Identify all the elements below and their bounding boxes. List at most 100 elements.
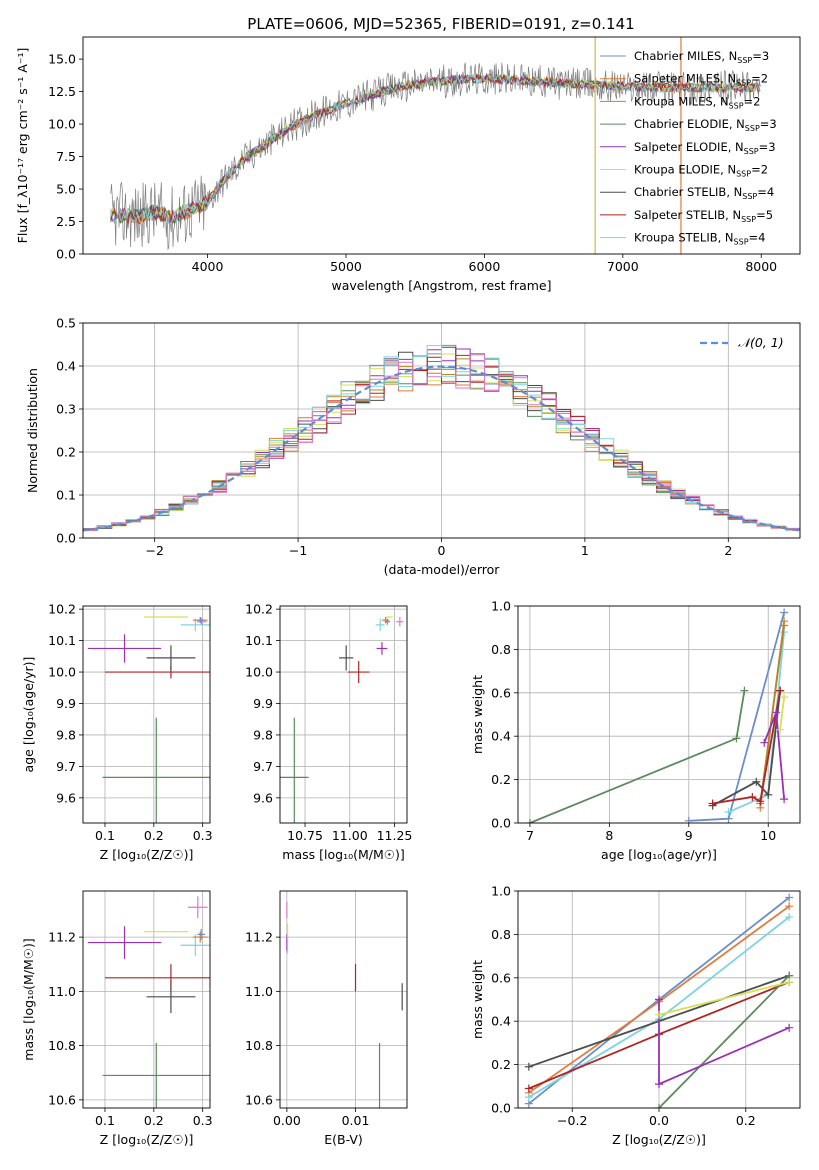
massweight-point xyxy=(684,816,693,823)
massweight-point xyxy=(752,777,761,786)
massweight-point xyxy=(524,1062,533,1071)
tick-label-x: 0.3 xyxy=(193,828,213,843)
tick-label-x: 0.3 xyxy=(193,1113,213,1128)
tick-label-x: 7000 xyxy=(607,259,639,274)
tick-label-y: 0.6 xyxy=(491,970,511,985)
tick-label-y: 0.4 xyxy=(56,359,76,374)
tick-label-x: 0.1 xyxy=(95,828,115,843)
tick-label-x: 8000 xyxy=(745,259,777,274)
massweight-point xyxy=(732,734,741,743)
tick-label-x: 2 xyxy=(724,543,732,558)
tick-label-y: 0.8 xyxy=(491,642,511,657)
tick-label-y: 10.8 xyxy=(245,1038,273,1053)
tick-label-y: 10.8 xyxy=(48,1038,76,1053)
tick-label-y: 0.3 xyxy=(56,402,76,417)
plot-area xyxy=(280,616,404,823)
panel-spectrum: 4000 5000 6000 7000 8000 0.0 2.5 5.0 7.5 10.0 12.5… xyxy=(15,36,801,293)
legend-entry: Kroupa ELODIE, NSSP=2 xyxy=(634,163,768,179)
tick-label-y: 1.0 xyxy=(491,599,511,614)
tick-label-y: 0.4 xyxy=(491,729,511,744)
y-axis-label: mass [log₁₀(M/M☉)] xyxy=(21,938,36,1060)
tick-label-y: 0.2 xyxy=(56,445,76,460)
massweight-point xyxy=(780,621,789,630)
tick-label-x: 0 xyxy=(438,543,446,558)
massweight-point xyxy=(780,795,789,804)
tick-label-y: 15.0 xyxy=(48,52,76,67)
massweight-point xyxy=(655,995,663,1004)
axes-frame xyxy=(279,890,408,1109)
tick-label-y: 10.0 xyxy=(245,665,273,680)
massweight-point xyxy=(708,799,717,808)
y-axis-label: Flux [f_λ10⁻¹⁷ erg cm⁻² s⁻¹ A⁻¹] xyxy=(15,48,30,244)
tick-label-y: 9.6 xyxy=(56,790,76,805)
massweight-point xyxy=(785,902,794,911)
axes-frame xyxy=(517,605,801,824)
y-axis-label: age [log₁₀(age/yr)] xyxy=(21,657,36,773)
axes-frame xyxy=(517,890,801,1109)
legend-entry: Salpeter ELODIE, NSSP=3 xyxy=(634,140,776,156)
tick-label-x: −2 xyxy=(145,543,163,558)
massweight-point xyxy=(655,1010,663,1019)
massweight-point xyxy=(525,819,534,823)
tick-label-y: 9.7 xyxy=(56,759,76,774)
tick-label-y: 0.2 xyxy=(491,1057,511,1072)
tick-label-y: 0.5 xyxy=(56,316,76,331)
x-axis-label: E(B-V) xyxy=(324,1132,363,1147)
tick-label-x: 5000 xyxy=(330,259,362,274)
tick-label-y: 0.4 xyxy=(491,1014,511,1029)
tick-label-y: 11.0 xyxy=(245,984,273,999)
massweight-series xyxy=(779,696,785,730)
panel-age-vs-Z: 0.1 0.2 0.3 9.6 9.7 9.8 9.9 10.0 10.1 10.2 Z [log₁… xyxy=(21,602,213,862)
massweight-point xyxy=(785,893,794,902)
tick-label-y: 7.5 xyxy=(56,149,76,164)
tick-label-y: 10.1 xyxy=(48,633,76,648)
tick-label-x: 11.25 xyxy=(377,828,413,843)
panel-mass-vs-Z: 0.1 0.2 0.3 10.6 10.8 11.0 11.2 Z [log₁₀(Z/Z☉)]… xyxy=(21,890,213,1147)
tick-label-y: 9.9 xyxy=(56,696,76,711)
x-axis-label: (data-model)/error xyxy=(384,562,501,577)
tick-label-y: 9.7 xyxy=(253,759,273,774)
plot-area xyxy=(286,901,403,1108)
axes-frame xyxy=(82,605,211,824)
massweight-point xyxy=(785,913,794,922)
massweight-point xyxy=(776,725,785,734)
tick-label-y: 0.0 xyxy=(56,531,76,546)
tick-label-x: 6000 xyxy=(469,259,501,274)
tick-label-x: 0.2 xyxy=(144,1113,164,1128)
legend-entry: Kroupa STELIB, NSSP=4 xyxy=(634,231,765,247)
tick-label-y: 11.0 xyxy=(48,984,76,999)
tick-label-x: 9 xyxy=(685,828,693,843)
figure-title: PLATE=0606, MJD=52365, FIBERID=0191, z=0… xyxy=(247,15,634,33)
tick-label-y: 11.2 xyxy=(245,930,273,945)
tick-label-y: 9.8 xyxy=(253,727,273,742)
massweight-point xyxy=(764,790,773,799)
panel-massweight-vs-age: 7 8 9 10 0.0 0.2 0.4 0.6 0.8 1.0 age [log₁₀(age/yr… xyxy=(470,599,801,862)
massweight-series xyxy=(658,981,790,1016)
massweight-point xyxy=(772,708,781,717)
x-axis-label: Z [log₁₀(Z/Z☉)] xyxy=(100,1132,194,1147)
tick-label-y: 10.0 xyxy=(48,117,76,132)
plot-area xyxy=(87,896,210,1108)
y-axis-label: Normed distribution xyxy=(25,368,40,493)
model-spectrum-line xyxy=(110,72,761,225)
tick-label-x: 4000 xyxy=(192,259,224,274)
legend-entry: Salpeter MILES, NSSP=2 xyxy=(634,72,768,88)
tick-label-y: 10.1 xyxy=(245,633,273,648)
massweight-point xyxy=(655,1080,663,1089)
tick-label-x: 10 xyxy=(760,828,776,843)
legend-entry: Salpeter STELIB, NSSP=5 xyxy=(634,208,773,224)
tick-label-x: 0.00 xyxy=(273,1113,301,1128)
tick-label-x: 0.0 xyxy=(649,1113,669,1128)
massweight-point xyxy=(655,1104,663,1108)
axes-frame xyxy=(82,890,211,1109)
tick-label-x: 0.1 xyxy=(95,1113,115,1128)
tick-label-y: 0.8 xyxy=(491,927,511,942)
tick-label-y: 0.0 xyxy=(56,247,76,262)
tick-label-y: 9.6 xyxy=(253,790,273,805)
tick-label-y: 12.5 xyxy=(48,84,76,99)
plot-area xyxy=(524,893,794,1108)
tick-label-y: 0.6 xyxy=(491,685,511,700)
massweight-point xyxy=(776,686,785,695)
tick-label-y: 10.2 xyxy=(245,602,273,617)
